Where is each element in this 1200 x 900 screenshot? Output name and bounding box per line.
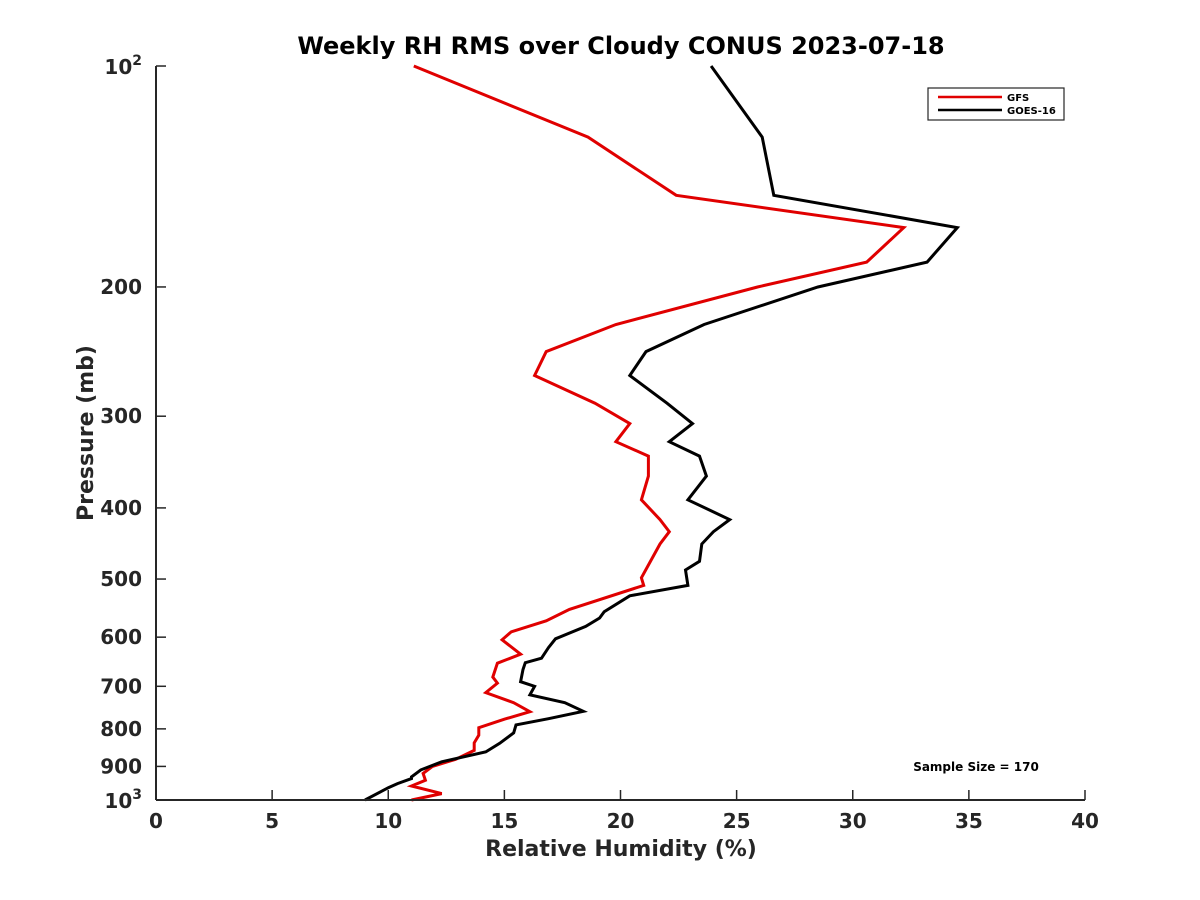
x-tick-label: 10 [374,809,402,833]
x-axis-label: Relative Humidity (%) [485,837,757,862]
y-tick-label: 300 [100,404,142,428]
y-tick-label: 400 [100,496,142,520]
x-tick-label: 40 [1071,809,1099,833]
x-tick-label: 5 [265,809,279,833]
y-tick-label: 900 [100,754,142,778]
x-axis-ticks: 0 5 10 15 20 25 30 35 40 [149,790,1099,833]
sample-size-annotation: Sample Size = 170 [913,760,1039,774]
y-tick-label: 200 [100,275,142,299]
series-line-gfs [406,64,908,802]
x-tick-label: 20 [607,809,635,833]
y-axis-label: Pressure (mb) [74,345,99,521]
legend-label-gfs: GFS [1007,93,1029,104]
x-tick-label: 25 [723,809,751,833]
y-tick-exponent: 2 [132,53,142,69]
y-tick-label: 500 [100,567,142,591]
axes-layer: 0 5 10 15 20 25 30 35 40 10220030040050060070080… [100,53,1099,833]
series-layer [364,64,961,802]
x-tick-label: 0 [149,809,163,833]
series-line-goes-16 [364,65,961,802]
x-tick-label: 30 [839,809,867,833]
x-tick-label: 35 [955,809,983,833]
y-tick-exponent: 3 [132,787,142,803]
y-tick-base: 10 [104,789,132,813]
y-tick-label: 800 [100,717,142,741]
y-tick-label: 600 [100,625,142,649]
y-tick-label-power: 102 [104,53,142,79]
legend: GFS GOES-16 [927,87,1065,121]
legend-box [927,87,1065,121]
chart-title: Weekly RH RMS over Cloudy CONUS 2023-07-… [297,32,944,60]
legend-label-goes-16: GOES-16 [1007,106,1056,117]
x-tick-label: 15 [490,809,518,833]
y-tick-label: 700 [100,674,142,698]
y-tick-label-power: 103 [104,787,142,813]
y-tick-base: 10 [104,55,132,79]
